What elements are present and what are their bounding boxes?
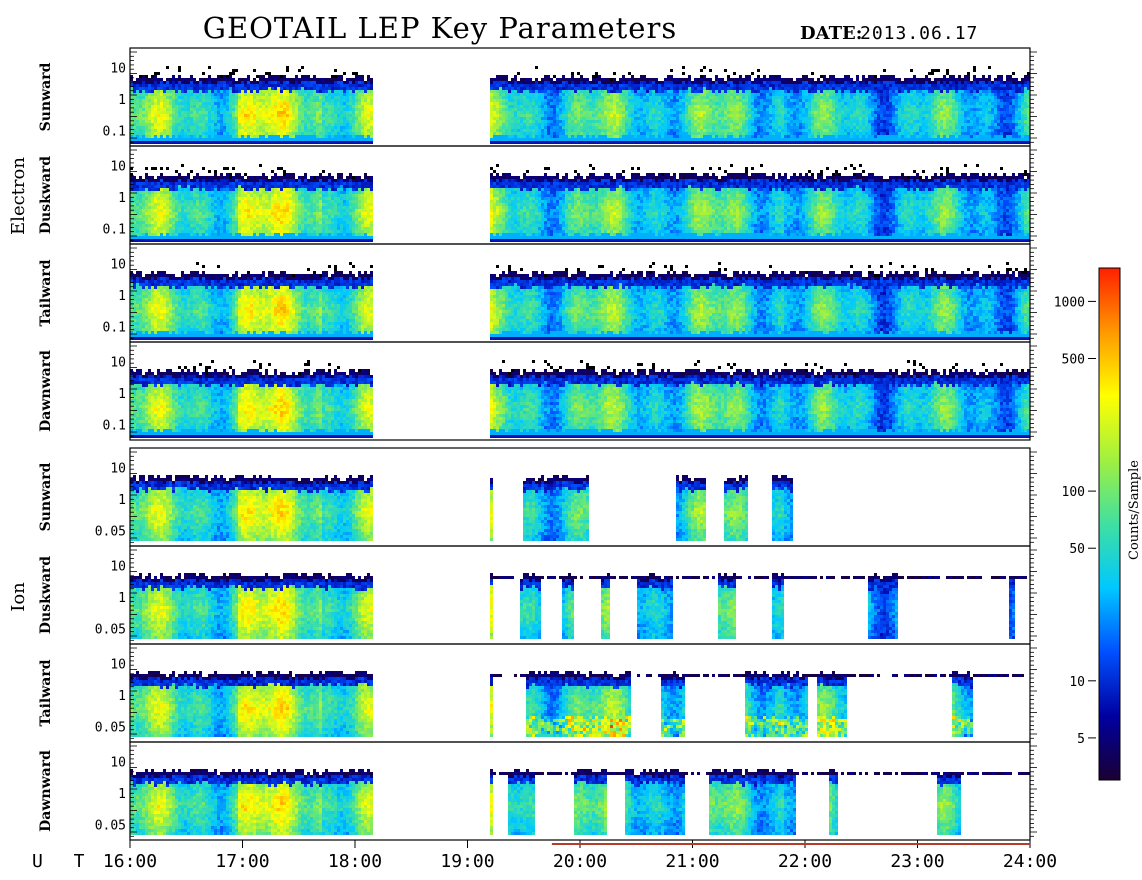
y-tick-label: 10	[110, 560, 126, 575]
panel-electron-duskward: 10 1 0.1	[103, 145, 1037, 245]
panel-ion-duskward: 10 1 0.05	[95, 545, 1037, 645]
x-axis-label: U T	[32, 851, 95, 872]
y-tick-label: 1	[118, 787, 126, 802]
colorbar-tick-label: 5	[1077, 732, 1085, 747]
spectrogram-cells	[130, 573, 1027, 639]
x-tick-label: 22:00	[778, 851, 832, 872]
y-tick-label: 1	[118, 493, 126, 508]
spectrogram-panels: 1010.11010.11010.11010.11010.051010.0510…	[95, 47, 1037, 841]
time-axis: U T 16:00 17:00 18:00 19:00 20:00 21:00 22:00 23…	[32, 840, 1057, 872]
y-tick-label: 0.1	[103, 418, 126, 433]
date-label: DATE:	[800, 23, 862, 44]
group-label-electron: Electron	[8, 157, 29, 235]
direction-label: Tailward	[38, 259, 54, 326]
y-tick-label: 10	[110, 756, 126, 771]
y-tick-label: 0.05	[95, 524, 126, 539]
group-label-ion: Ion	[8, 582, 29, 612]
y-tick-label: 1	[118, 689, 126, 704]
x-tick-label: 18:00	[328, 851, 382, 872]
y-tick-label: 10	[110, 62, 126, 77]
x-tick-label: 21:00	[665, 851, 719, 872]
panel-electron-sunward: 10 1 0.1	[103, 47, 1037, 147]
y-tick-label: 0.1	[103, 320, 126, 335]
direction-label: Tailward	[38, 659, 54, 726]
y-tick-label: 0.05	[95, 818, 126, 833]
date-value: 2013.06.17	[860, 23, 978, 44]
y-tick-label: 10	[110, 462, 126, 477]
x-tick-label: 19:00	[440, 851, 494, 872]
y-tick-label: 1	[118, 289, 126, 304]
spectrogram-cells	[130, 475, 793, 541]
y-tick-label: 0.05	[95, 720, 126, 735]
panel-electron-dawnward: 10 1 0.1	[103, 341, 1037, 441]
direction-label: Duskward	[38, 556, 54, 634]
colorbar-title: Counts/Sample	[1127, 460, 1142, 560]
panel-ion-sunward: 10 1 0.05	[95, 447, 1037, 547]
spectrogram-cells	[130, 769, 1030, 835]
panel-frame	[129, 341, 1031, 441]
chart-title: GEOTAIL LEP Key Parameters	[203, 11, 677, 45]
spectrogram-cells	[130, 262, 1030, 340]
y-tick-label: 0.05	[95, 622, 126, 637]
colorbar: 1000 500 100 50 10 5 Counts/Sample	[1054, 267, 1142, 781]
y-tick-label: 10	[110, 258, 126, 273]
colorbar-tick-label: 100	[1062, 485, 1085, 500]
y-tick-label: 0.1	[103, 222, 126, 237]
direction-label: Sunward	[38, 62, 54, 131]
coverage-bar	[551, 843, 1030, 845]
spectrogram-cells	[130, 360, 1030, 438]
y-tick-label: 1	[118, 387, 126, 402]
direction-label: Dawnward	[38, 350, 54, 432]
y-tick-label: 10	[110, 356, 126, 371]
direction-label: Sunward	[38, 462, 54, 531]
direction-label: Duskward	[38, 156, 54, 234]
y-tick-label: 10	[110, 160, 126, 175]
x-tick-label: 24:00	[1003, 851, 1057, 872]
panel-ion-dawnward: 10 1 0.05	[95, 741, 1037, 841]
x-tick-label: 23:00	[890, 851, 944, 872]
y-tick-label: 10	[110, 658, 126, 673]
colorbar-gradient	[1098, 267, 1121, 781]
x-tick-label: 20:00	[553, 851, 607, 872]
colorbar-tick-label: 50	[1069, 542, 1085, 557]
direction-label: Dawnward	[38, 750, 54, 832]
spectrogram-cells	[130, 164, 1030, 242]
panel-electron-tailward: 10 1 0.1	[103, 243, 1037, 343]
spectrogram-cells	[130, 671, 1024, 737]
x-tick-label: 17:00	[215, 851, 269, 872]
y-tick-label: 1	[118, 591, 126, 606]
colorbar-tick-label: 500	[1062, 353, 1085, 368]
y-tick-label: 1	[118, 93, 126, 108]
spectrogram-cells	[130, 66, 1030, 144]
panel-labels: Sunward Duskward Tailward Dawnward Sunward Du…	[8, 62, 54, 831]
colorbar-tick-label: 1000	[1054, 295, 1085, 310]
colorbar-tick-label: 10	[1069, 675, 1085, 690]
x-tick-label: 16:00	[103, 851, 157, 872]
panel-ion-tailward: 10 1 0.05	[95, 643, 1037, 743]
y-tick-label: 1	[118, 191, 126, 206]
y-tick-label: 0.1	[103, 124, 126, 139]
